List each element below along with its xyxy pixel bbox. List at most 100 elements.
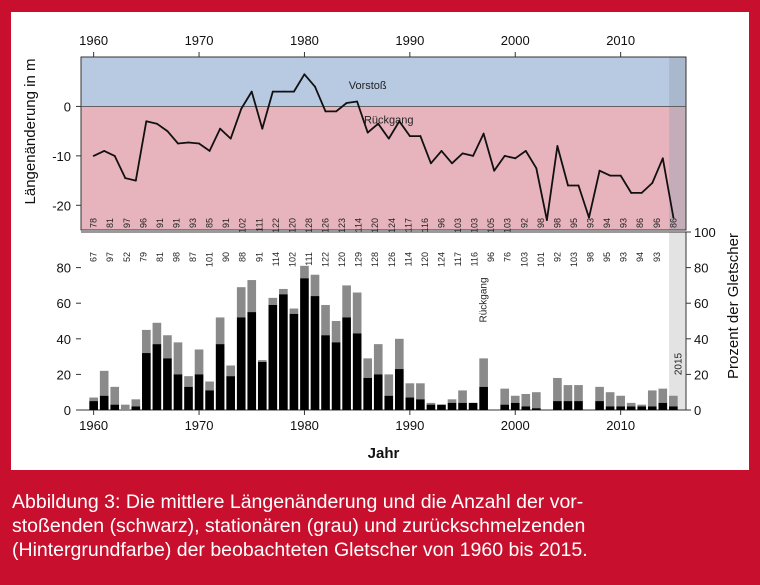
- stationary-bar: [479, 358, 488, 387]
- sample-count-label: 103: [569, 252, 579, 267]
- top-x-tick-label: 2010: [606, 33, 635, 48]
- length-change-point: [166, 130, 169, 133]
- stationary-bar: [89, 397, 98, 402]
- stationary-bar: [194, 349, 204, 375]
- sample-count-label: 52: [122, 252, 132, 262]
- sample-count-label: 93: [188, 218, 198, 228]
- length-change-point: [145, 120, 148, 123]
- length-change-point: [493, 169, 496, 172]
- sample-count-label: 101: [205, 252, 215, 267]
- stationary-bar: [226, 365, 235, 377]
- right-y-tick-label: 20: [694, 367, 708, 382]
- length-change-point: [609, 174, 612, 177]
- length-change-point: [461, 152, 464, 155]
- advancing-bar: [426, 404, 436, 411]
- sample-count-label: 81: [105, 218, 115, 228]
- top-x-tick-label: 1990: [395, 33, 424, 48]
- length-change-point: [377, 122, 380, 125]
- stationary-bar: [257, 360, 267, 362]
- sample-count-label: 86: [635, 218, 645, 228]
- advancing-bar: [647, 406, 657, 411]
- sample-count-label: 111: [254, 218, 264, 232]
- length-change-point: [345, 102, 348, 104]
- stationary-bar: [605, 392, 615, 407]
- length-change-point: [208, 150, 211, 152]
- length-change-point: [366, 131, 369, 134]
- advancing-bar: [458, 402, 467, 411]
- bottom-y-tick-label: 0: [64, 403, 71, 418]
- stationary-bar: [416, 383, 425, 400]
- advancing-bar: [194, 374, 204, 411]
- length-change-point: [335, 110, 337, 113]
- stationary-bar: [500, 388, 510, 405]
- advancing-bar: [236, 317, 246, 411]
- caption-line: (Hintergrundfarbe) der beobachteten Glet…: [12, 539, 588, 561]
- length-change-point: [219, 127, 222, 130]
- length-change-point: [261, 127, 264, 130]
- bottom-x-axis-label: Jahr: [368, 445, 400, 462]
- sample-count-label: 96: [486, 252, 496, 262]
- length-change-point: [240, 108, 243, 110]
- sample-count-label: 81: [155, 252, 165, 262]
- length-change-point: [198, 142, 200, 145]
- stationary-bar: [247, 280, 257, 313]
- advancing-bar: [437, 404, 446, 411]
- length-change-point: [103, 150, 106, 152]
- top-y-tick-label: -10: [52, 149, 71, 164]
- sample-count-label: 101: [536, 252, 546, 267]
- top-plot-frame: [80, 56, 687, 231]
- length-change-point: [356, 100, 359, 103]
- stationary-bar: [331, 321, 341, 343]
- length-change-point: [250, 90, 253, 93]
- length-change-point: [451, 162, 453, 165]
- length-change-point: [155, 122, 158, 125]
- advancing-bar: [300, 278, 309, 411]
- stationary-bar: [279, 288, 288, 295]
- stationary-bar: [163, 335, 172, 359]
- year-2015-panel: [669, 232, 686, 410]
- stationary-bar: [215, 317, 225, 345]
- caption-line: stoßenden (schwarz), stationären (grau) …: [12, 515, 586, 537]
- advancing-bar: [352, 333, 362, 411]
- advancing-bar: [574, 401, 583, 411]
- retreat-annotation: Rückgang: [479, 277, 490, 322]
- right-y-tick-label: 80: [694, 261, 708, 276]
- stationary-bar: [447, 399, 457, 403]
- advancing-bar: [373, 374, 383, 411]
- sample-count-label: 98: [536, 218, 546, 228]
- length-change-point: [588, 216, 590, 219]
- sample-count-label: 124: [387, 218, 397, 233]
- sample-count-label: 92: [519, 218, 529, 228]
- sample-count-label: 114: [271, 252, 281, 266]
- top-x-tick-label: 1980: [290, 33, 319, 48]
- stationary-bar: [669, 395, 678, 407]
- stationary-bar: [173, 342, 183, 375]
- sample-count-label: 93: [586, 218, 596, 228]
- sample-count-label: 86: [668, 218, 678, 228]
- sample-count-label: 97: [105, 252, 115, 262]
- sample-count-label: 85: [205, 218, 215, 228]
- sample-count-label: 126: [321, 218, 331, 233]
- sample-count-label: 98: [552, 218, 562, 228]
- sample-count-label: 128: [304, 218, 314, 233]
- length-change-point: [619, 174, 622, 177]
- sample-count-label: 96: [436, 218, 446, 228]
- advancing-bar: [637, 406, 647, 411]
- length-change-point: [229, 137, 232, 140]
- right-y-axis-label: Prozent der Gletscher: [725, 233, 742, 379]
- length-change-point: [503, 154, 506, 157]
- top-x-tick-label: 1960: [79, 33, 108, 48]
- length-change-point: [556, 145, 559, 147]
- advancing-bar: [215, 344, 225, 411]
- sample-count-label: 120: [337, 252, 347, 267]
- length-change-point: [567, 184, 569, 187]
- length-change-point: [177, 142, 179, 145]
- length-change-panel: Vorstoß Rückgang 1960 1970 1980 1990 2000 2010 0…: [22, 33, 687, 267]
- sample-count-label: 92: [552, 252, 562, 262]
- sample-count-label: 98: [171, 252, 181, 262]
- advancing-bar: [500, 404, 510, 411]
- zone-label-advance: Vorstoß: [349, 80, 387, 92]
- sample-count-label: 93: [619, 218, 629, 228]
- length-change-point: [398, 120, 401, 123]
